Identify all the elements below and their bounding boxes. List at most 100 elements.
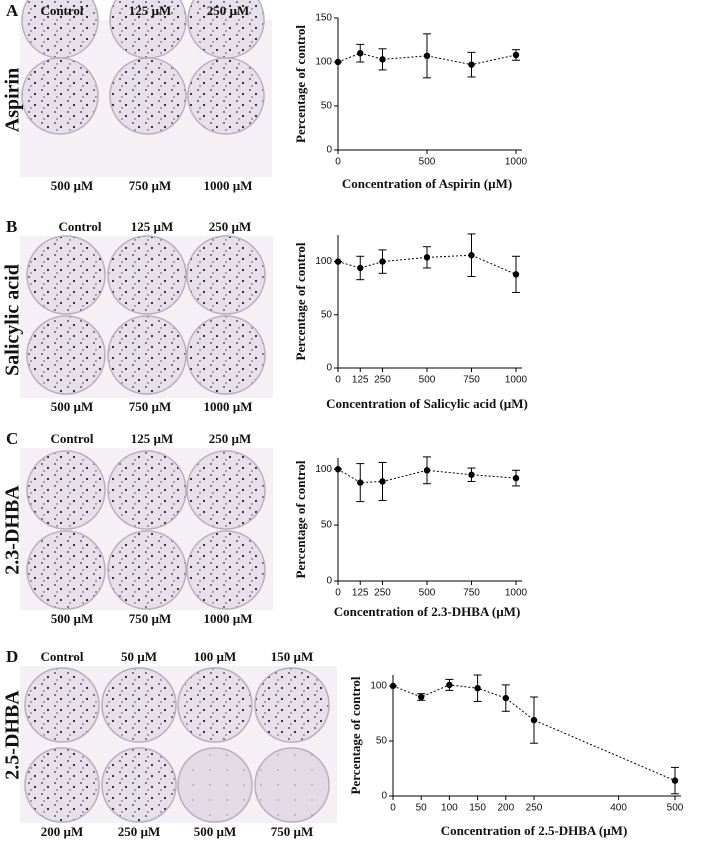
x-tick-label: 500 [419,375,436,386]
x-axis-label: Concentration of 2.3-DHBA (µM) [334,604,521,619]
compound-label: Aspirin [2,68,24,132]
dish-label: 250 µM [209,219,252,234]
y-tick-label: 50 [321,309,333,320]
y-axis-label: Percentage of control [293,25,308,143]
dish-label: 750 µM [129,611,172,626]
compound-label: 2.3-DHBA [2,485,24,575]
panel-letter: A [6,1,19,20]
data-point [474,685,481,692]
dish [177,747,253,823]
dish-label: 50 µM [121,649,157,664]
data-point [423,467,431,474]
dish-label: 125 µM [129,3,172,18]
x-tick-label: 1000 [505,375,528,386]
dish-label: 150 µM [271,649,314,664]
dish [107,530,187,610]
data-point [357,479,364,486]
data-point [512,271,520,278]
dish-label: 500 µM [51,611,94,626]
y-axis-label: Percentage of control [348,676,363,794]
x-tick-label: 1000 [505,588,528,599]
dish [101,667,177,743]
x-axis-label: Concentration of 2.5-DHBA (µM) [441,823,628,838]
dish-label: 750 µM [271,824,314,839]
x-tick-label: 250 [526,803,543,814]
data-point [334,465,342,473]
y-tick-label: 0 [381,791,387,802]
x-tick-label: 0 [335,588,341,599]
dish-label: 1000 µM [203,178,252,193]
data-point [379,56,386,63]
data-point [671,777,679,784]
dish [177,667,253,743]
data-point [423,254,431,261]
dish [254,747,330,823]
data-point [389,682,397,690]
dish-label: Control [40,649,83,664]
data-point [446,681,453,689]
dish-label: 750 µM [129,178,172,193]
y-tick-label: 100 [315,57,332,68]
x-tick-label: 400 [610,803,627,814]
dish [24,667,100,743]
dish-label: 1000 µM [203,611,252,626]
x-tick-label: 200 [497,803,514,814]
dish [24,747,100,823]
dish [101,747,177,823]
y-tick-label: 50 [321,520,333,531]
dish-label: Control [40,3,83,18]
dish [21,57,99,135]
y-tick-label: 0 [326,363,332,374]
x-axis-label: Concentration of Salicylic acid (µM) [326,396,528,411]
data-point [468,61,475,68]
y-tick-label: 0 [326,576,332,587]
dish [186,235,266,315]
x-tick-label: 250 [374,375,391,386]
dish [186,315,266,395]
dish [26,235,106,315]
dish-label: 750 µM [129,399,172,414]
y-tick-label: 0 [326,145,332,156]
x-tick-label: 750 [463,588,480,599]
dish-label: Control [50,431,93,446]
x-tick-label: 0 [335,375,341,386]
y-tick-label: 100 [370,681,387,692]
x-tick-label: 500 [419,157,436,168]
data-point [530,716,538,724]
dish [186,530,266,610]
dish-label: 125 µM [131,219,174,234]
compound-label: Salicylic acid [2,264,24,376]
dish [109,57,187,135]
x-tick-label: 125 [352,588,369,599]
x-tick-label: 500 [667,803,684,814]
x-tick-label: 0 [390,803,396,814]
y-axis-label: Percentage of control [293,460,308,578]
data-point [423,52,431,60]
data-point [468,471,475,478]
dish-label: 250 µM [209,431,252,446]
dish [26,450,106,530]
x-tick-label: 750 [463,375,480,386]
dish-label: 125 µM [131,431,174,446]
y-tick-label: 50 [321,101,333,112]
data-point [418,693,425,701]
y-tick-label: 100 [315,256,332,267]
data-point [357,50,364,57]
data-point [334,258,342,265]
x-tick-label: 1000 [505,157,528,168]
data-line [337,52,517,66]
dish [186,450,266,530]
data-line [337,468,517,484]
dish-label: 500 µM [51,399,94,414]
x-tick-label: 500 [419,588,436,599]
dish [254,667,330,743]
dish [107,235,187,315]
x-tick-label: 0 [335,157,341,168]
x-axis-label: Concentration of Aspirin (µM) [342,176,512,191]
panel-letter: B [6,217,17,236]
dish-label: 200 µM [41,824,84,839]
x-tick-label: 150 [469,803,486,814]
data-point [512,474,520,482]
panel-letter: C [6,429,18,448]
